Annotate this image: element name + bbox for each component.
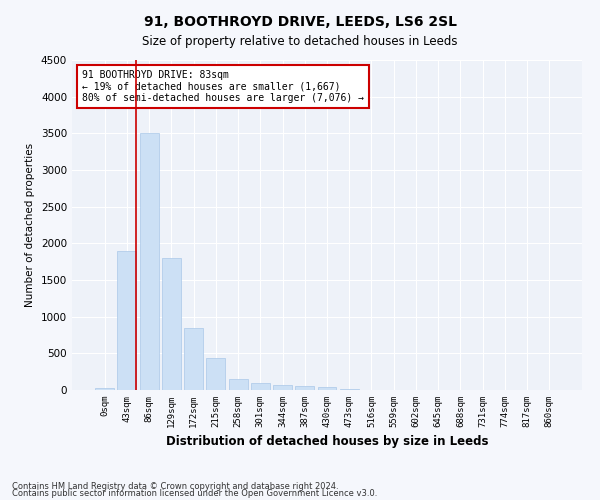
Text: Contains public sector information licensed under the Open Government Licence v3: Contains public sector information licen… <box>12 489 377 498</box>
Bar <box>317 388 337 390</box>
Text: Contains HM Land Registry data © Crown copyright and database right 2024.: Contains HM Land Registry data © Crown c… <box>12 482 338 491</box>
Text: 91, BOOTHROYD DRIVE, LEEDS, LS6 2SL: 91, BOOTHROYD DRIVE, LEEDS, LS6 2SL <box>143 15 457 29</box>
Bar <box>340 388 359 390</box>
Bar <box>118 250 136 390</box>
Bar <box>140 134 158 390</box>
Text: Size of property relative to detached houses in Leeds: Size of property relative to detached ho… <box>142 35 458 48</box>
Text: 91 BOOTHROYD DRIVE: 83sqm
← 19% of detached houses are smaller (1,667)
80% of se: 91 BOOTHROYD DRIVE: 83sqm ← 19% of detac… <box>82 70 364 103</box>
Bar <box>273 384 292 390</box>
Bar <box>184 328 203 390</box>
Bar <box>162 258 181 390</box>
Bar <box>251 382 270 390</box>
Y-axis label: Number of detached properties: Number of detached properties <box>25 143 35 307</box>
X-axis label: Distribution of detached houses by size in Leeds: Distribution of detached houses by size … <box>166 436 488 448</box>
Bar <box>95 388 114 390</box>
Bar <box>229 379 248 390</box>
Bar <box>206 358 225 390</box>
Bar <box>295 386 314 390</box>
